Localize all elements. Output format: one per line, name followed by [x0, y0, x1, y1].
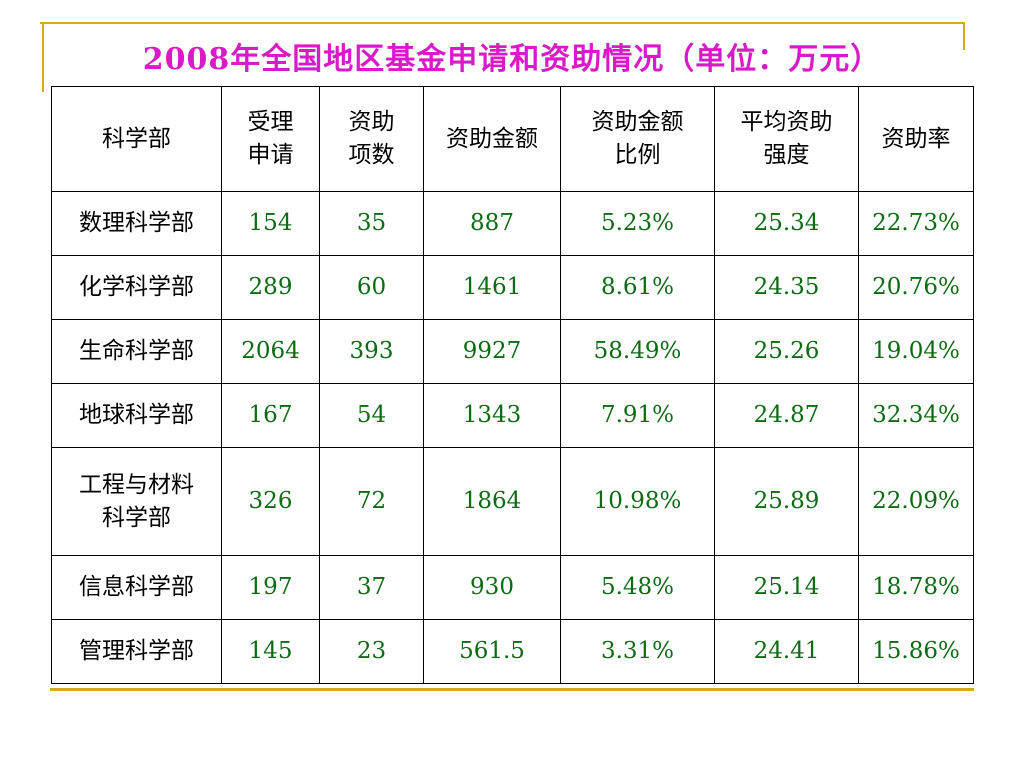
- table-header-row: 科学部 受理 申请 资助 项数 资助金额 资助金额 比例 平均资助 强度 资助率: [51, 86, 974, 192]
- applications-cell: 2064: [221, 319, 320, 384]
- average-funding-cell: 25.14: [714, 555, 859, 620]
- header-funded-projects: 资助 项数: [319, 86, 424, 192]
- average-funding-cell: 25.89: [714, 447, 859, 556]
- funding-rate-cell: 20.76%: [858, 255, 974, 320]
- funding-amount-cell: 1864: [423, 447, 561, 556]
- header-department: 科学部: [51, 86, 222, 192]
- funded-projects-cell: 54: [319, 383, 424, 448]
- funding-share-cell: 8.61%: [560, 255, 715, 320]
- funding-rate-cell: 15.86%: [858, 619, 974, 684]
- decorative-bottom-rule: [50, 688, 974, 691]
- slide-title: 2008年全国地区基金申请和资助情况（单位：万元）: [142, 42, 882, 77]
- average-funding-cell: 24.41: [714, 619, 859, 684]
- funding-share-cell: 58.49%: [560, 319, 715, 384]
- decorative-left-rule: [42, 22, 44, 92]
- funded-projects-cell: 23: [319, 619, 424, 684]
- funding-share-cell: 5.23%: [560, 191, 715, 256]
- department-name: 生命科学部: [51, 319, 222, 384]
- decorative-top-rule: [40, 22, 965, 24]
- table-row: 地球科学部 167 54 1343 7.91% 24.87 32.34%: [51, 383, 974, 448]
- funding-amount-cell: 1343: [423, 383, 561, 448]
- funding-table: 科学部 受理 申请 资助 项数 资助金额 资助金额 比例 平均资助 强度 资助率 数理科…: [51, 86, 974, 684]
- average-funding-cell: 24.35: [714, 255, 859, 320]
- funding-rate-cell: 18.78%: [858, 555, 974, 620]
- funding-amount-cell: 561.5: [423, 619, 561, 684]
- table-row: 工程与材料 科学部 326 72 1864 10.98% 25.89 22.09%: [51, 447, 974, 556]
- table-row: 数理科学部 154 35 887 5.23% 25.34 22.73%: [51, 191, 974, 256]
- average-funding-cell: 25.34: [714, 191, 859, 256]
- applications-cell: 167: [221, 383, 320, 448]
- funding-rate-cell: 22.09%: [858, 447, 974, 556]
- department-name: 信息科学部: [51, 555, 222, 620]
- table-row: 信息科学部 197 37 930 5.48% 25.14 18.78%: [51, 555, 974, 620]
- department-name: 化学科学部: [51, 255, 222, 320]
- department-name: 管理科学部: [51, 619, 222, 684]
- applications-cell: 197: [221, 555, 320, 620]
- funding-amount-cell: 9927: [423, 319, 561, 384]
- applications-cell: 145: [221, 619, 320, 684]
- funded-projects-cell: 393: [319, 319, 424, 384]
- funding-amount-cell: 887: [423, 191, 561, 256]
- header-funding-amount: 资助金额: [423, 86, 561, 192]
- funding-share-cell: 3.31%: [560, 619, 715, 684]
- department-name: 数理科学部: [51, 191, 222, 256]
- applications-cell: 289: [221, 255, 320, 320]
- decorative-right-rule: [963, 22, 965, 50]
- funding-amount-cell: 930: [423, 555, 561, 620]
- header-funding-rate: 资助率: [858, 86, 974, 192]
- funded-projects-cell: 72: [319, 447, 424, 556]
- funding-share-cell: 10.98%: [560, 447, 715, 556]
- funding-share-cell: 5.48%: [560, 555, 715, 620]
- table-row: 管理科学部 145 23 561.5 3.31% 24.41 15.86%: [51, 619, 974, 684]
- department-name: 工程与材料 科学部: [51, 447, 222, 556]
- funding-rate-cell: 32.34%: [858, 383, 974, 448]
- department-name: 地球科学部: [51, 383, 222, 448]
- funded-projects-cell: 35: [319, 191, 424, 256]
- header-applications: 受理 申请: [221, 86, 320, 192]
- funded-projects-cell: 37: [319, 555, 424, 620]
- header-funding-share: 资助金额 比例: [560, 86, 715, 192]
- applications-cell: 326: [221, 447, 320, 556]
- funding-amount-cell: 1461: [423, 255, 561, 320]
- table-row: 生命科学部 2064 393 9927 58.49% 25.26 19.04%: [51, 319, 974, 384]
- funding-rate-cell: 22.73%: [858, 191, 974, 256]
- table-row: 化学科学部 289 60 1461 8.61% 24.35 20.76%: [51, 255, 974, 320]
- applications-cell: 154: [221, 191, 320, 256]
- average-funding-cell: 24.87: [714, 383, 859, 448]
- average-funding-cell: 25.26: [714, 319, 859, 384]
- header-average-funding: 平均资助 强度: [714, 86, 859, 192]
- funded-projects-cell: 60: [319, 255, 424, 320]
- funding-share-cell: 7.91%: [560, 383, 715, 448]
- funding-rate-cell: 19.04%: [858, 319, 974, 384]
